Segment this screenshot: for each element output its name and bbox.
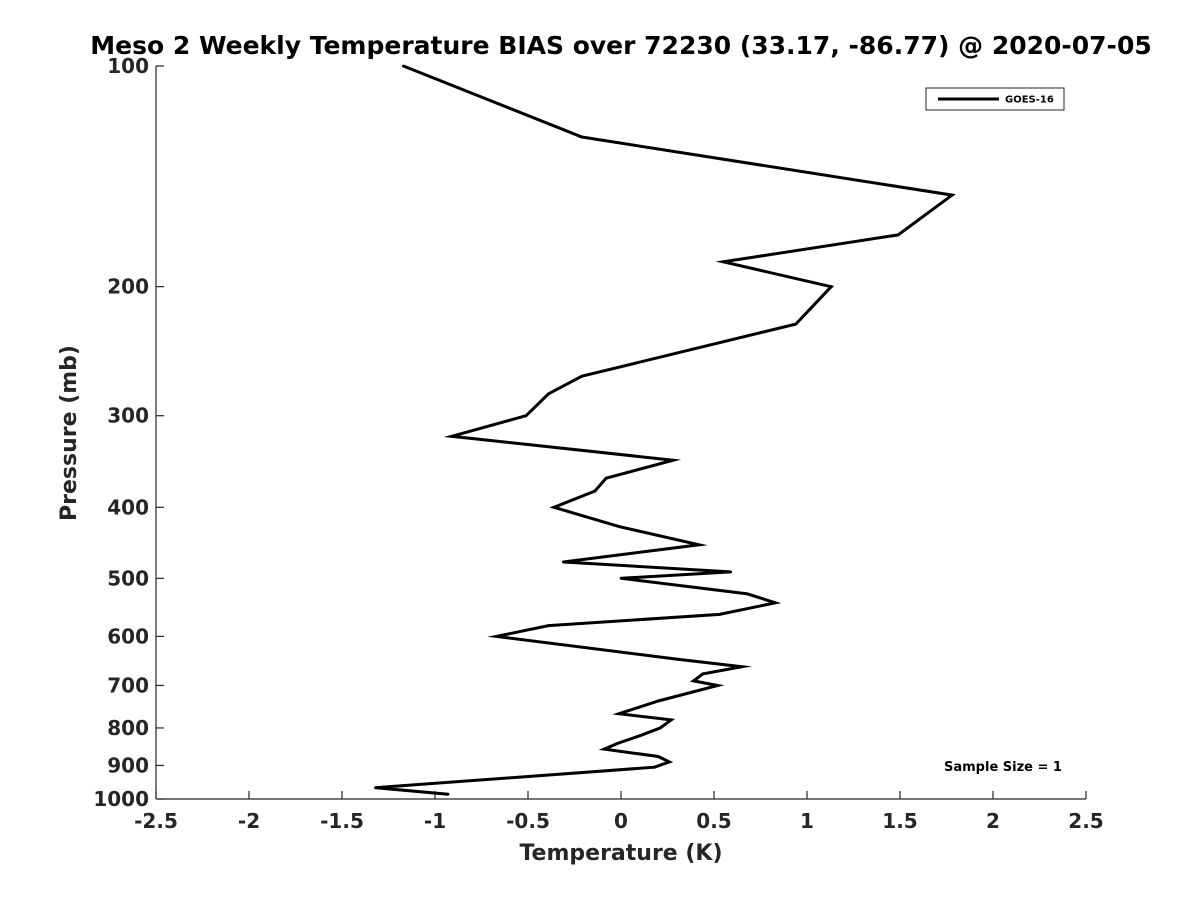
data-point [653,765,656,769]
data-point [794,322,798,326]
y-tick-label: 300 [107,404,149,428]
y-axis-label: Pressure (mb) [57,345,82,521]
data-point [716,684,720,687]
plot-area: -2.5 -2 -1.5 -1 -0.5 0 0.5 1 1.5 2 2.5 100 200 300 40… [93,54,1103,833]
data-point [617,712,621,716]
data-point [668,760,671,764]
data-point [746,592,749,596]
data-point [740,665,744,669]
x-tick-label: 2 [986,809,1000,833]
x-tick-label: -2.5 [134,809,178,833]
data-point [671,458,675,462]
x-tick-label: -0.5 [506,809,550,833]
y-tick-label: 800 [107,716,149,740]
y-tick-label: 100 [107,54,149,78]
y-tick-label: 200 [107,275,149,299]
data-point [561,560,565,564]
y-tick-label: 600 [107,624,149,648]
data-point [896,233,900,237]
x-tick-label: 0 [614,809,628,833]
data-point [721,260,725,264]
x-axis-label: Temperature (K) [519,841,722,866]
data-point [656,699,660,703]
x-tick-label: -1.5 [320,809,364,833]
y-tick-label: 400 [107,495,149,519]
data-point [718,613,721,616]
data-point [617,525,621,528]
y-tick-label: 900 [107,753,149,777]
data-point [697,543,701,547]
data-point [692,679,695,683]
x-tick-label: 1.5 [882,809,917,833]
data-point [450,434,454,438]
y-tick-label: 1000 [93,787,149,811]
y-ticks: 100 200 300 400 500 600 700 800 900 1000 [93,54,164,811]
data-point [547,624,550,627]
data-point [524,414,528,418]
data-point [580,374,584,378]
x-tick-label: -1 [424,809,446,833]
y-tick-label: 700 [107,673,149,697]
data-point [658,726,662,730]
x-tick-label: -2 [238,809,260,833]
data-point [446,792,450,796]
data-point [402,64,405,68]
x-tick-label: 2.5 [1068,809,1103,833]
series-line-goes-16 [375,64,956,796]
data-point [374,786,377,790]
data-point [619,576,623,580]
data-point [656,755,660,758]
data-point [950,193,954,197]
data-point [729,570,733,574]
y-tick-label: 500 [107,566,149,590]
data-point [552,505,556,509]
data-point [604,476,608,480]
legend: GOES-16 [925,87,1065,111]
data-point [677,658,681,661]
data-point [495,635,498,638]
data-point [615,742,619,745]
data-point [669,718,673,722]
sample-size-annotation: Sample Size = 1 [944,760,1062,775]
legend-label-goes-16: GOES-16 [1005,95,1054,106]
data-point [593,489,597,493]
x-ticks: -2.5 -2 -1.5 -1 -0.5 0 0.5 1 1.5 2 2.5 [134,791,1104,833]
data-point [580,135,584,139]
chart-title: Meso 2 Weekly Temperature BIAS over 7223… [90,31,1151,60]
data-point [602,747,606,751]
data-point [774,601,777,605]
data-point [701,672,705,676]
x-tick-label: 0.5 [696,809,731,833]
series-layer [374,64,956,796]
data-point [547,392,550,396]
x-tick-label: 1 [800,809,814,833]
data-point [638,734,641,738]
data-point [829,285,833,289]
